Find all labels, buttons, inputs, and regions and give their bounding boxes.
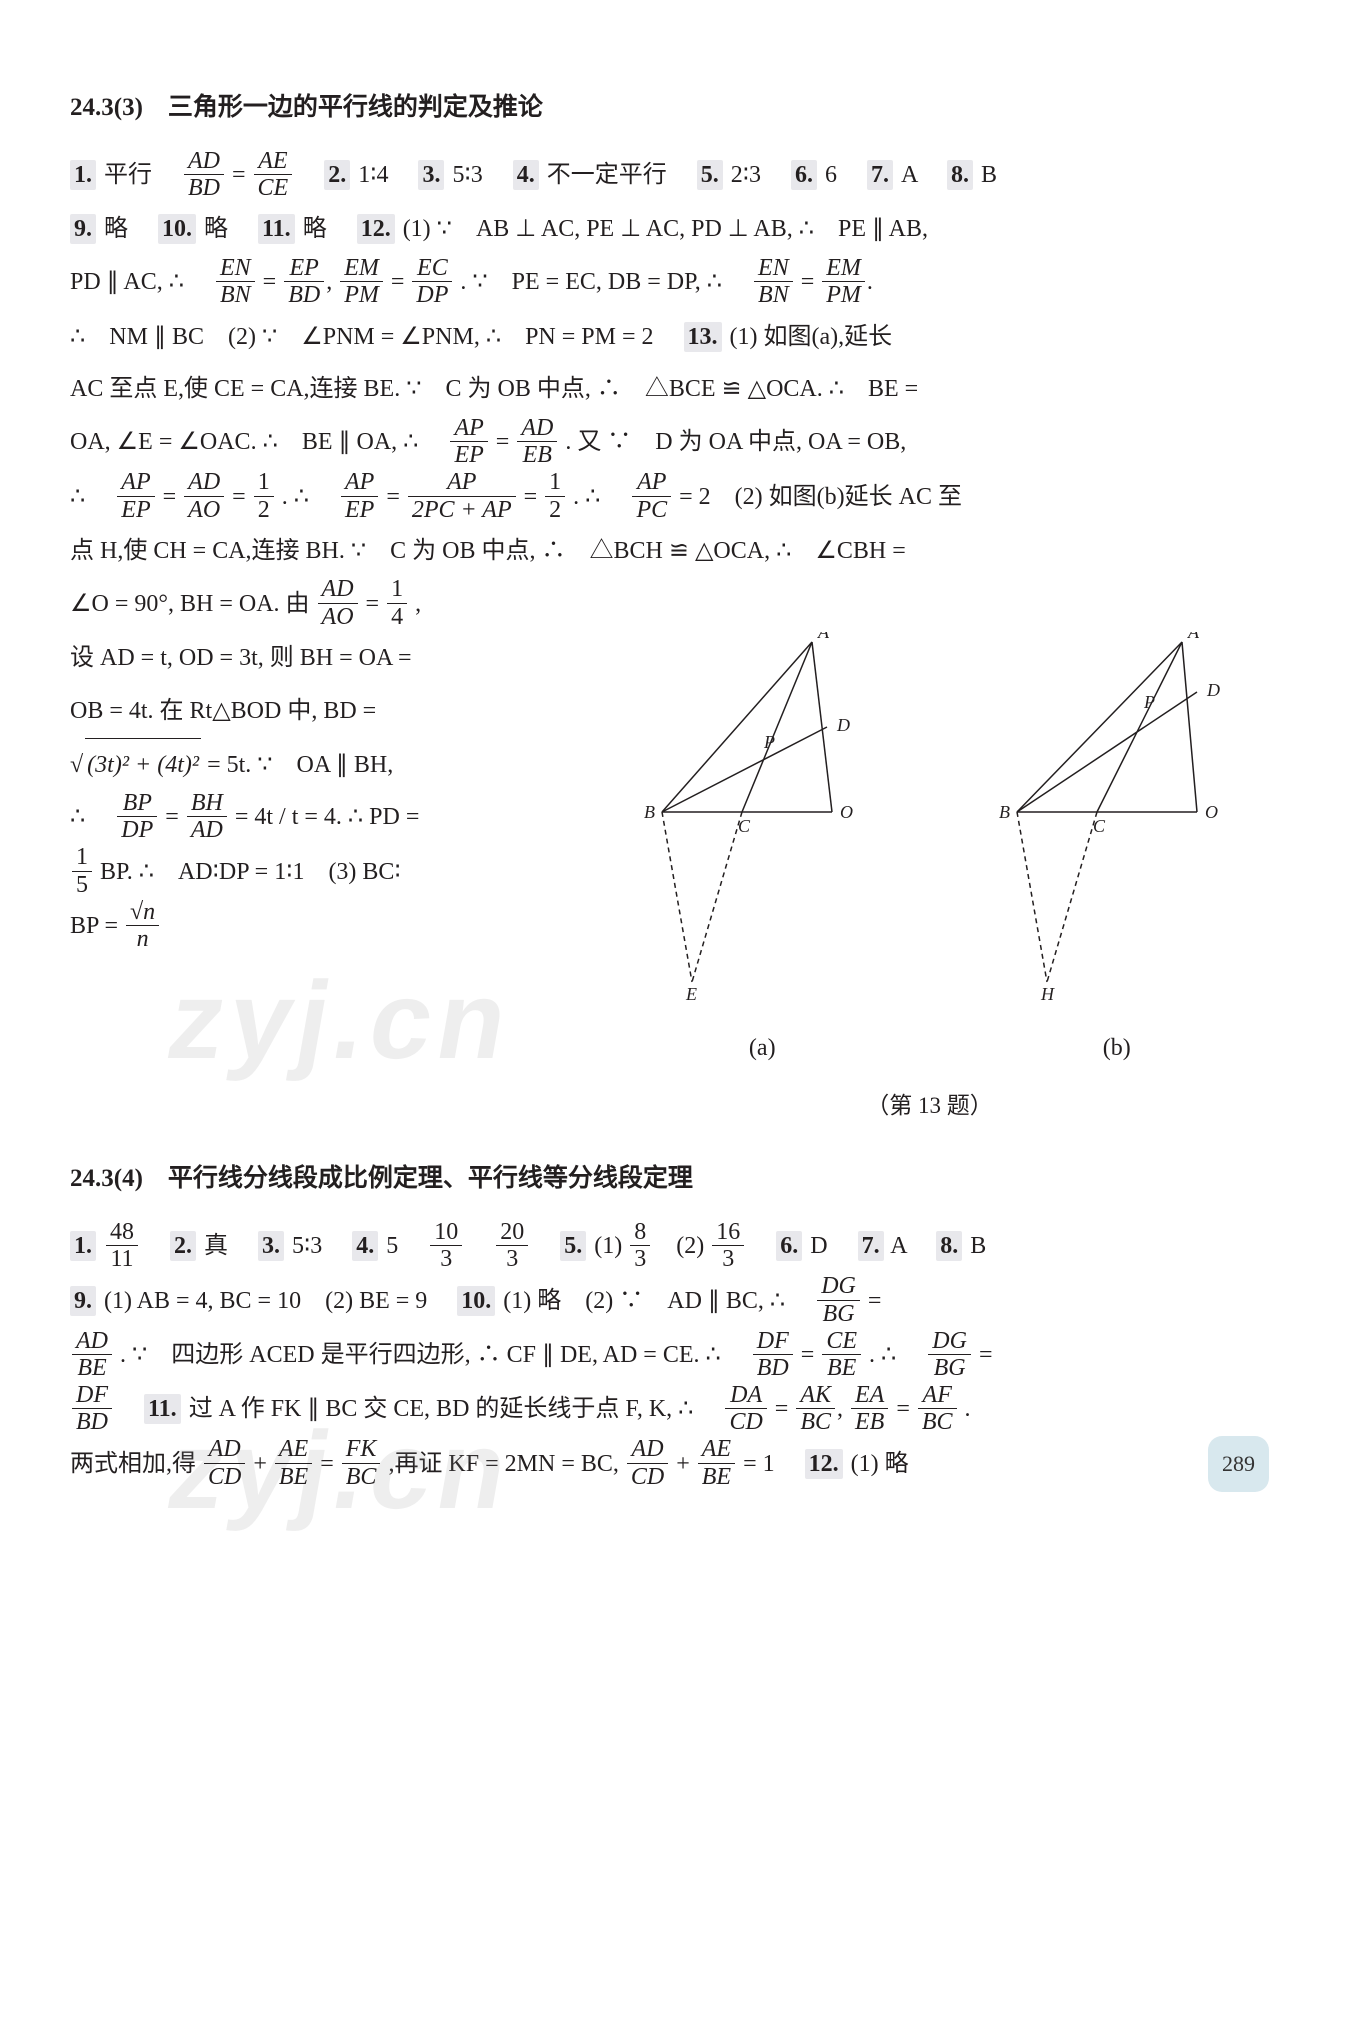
qnum: 7. [858, 1231, 884, 1261]
fraction: DACD [725, 1382, 766, 1436]
fraction: ADAO [318, 576, 358, 630]
svg-text:O: O [1205, 802, 1218, 822]
qnum: 7. [867, 160, 893, 190]
fraction: EMPM [340, 255, 383, 309]
svg-text:P: P [763, 732, 775, 752]
fraction: AEBE [698, 1436, 735, 1490]
fraction: 203 [496, 1219, 528, 1273]
fraction: FKBC [342, 1436, 381, 1490]
page-number: 289 [1208, 1436, 1269, 1492]
fraction: DGBG [817, 1273, 860, 1327]
qnum: 2. [324, 160, 350, 190]
fraction: APEP [450, 415, 487, 469]
figure-caption: （第 13 题） [570, 1081, 1289, 1132]
fraction: DFBD [753, 1328, 793, 1382]
fraction: 14 [387, 576, 407, 630]
fraction: ADCD [627, 1436, 668, 1490]
fraction: ECDP [412, 255, 452, 309]
section-heading: 24.3(4) 平行线分线段成比例定理、平行线等分线段定理 [70, 1151, 1289, 1206]
fraction: AFBC [918, 1382, 957, 1436]
svg-text:P: P [1143, 692, 1155, 712]
svg-text:D: D [836, 715, 850, 735]
qnum: 10. [158, 214, 196, 244]
qnum: 2. [170, 1231, 196, 1261]
svg-text:B: B [999, 802, 1010, 822]
svg-text:A: A [817, 632, 830, 642]
svg-text:C: C [1093, 816, 1106, 836]
fraction: ENBN [216, 255, 255, 309]
fraction: APEP [341, 469, 378, 523]
fraction: EPBD [284, 255, 324, 309]
fraction: APPC [632, 469, 671, 523]
fraction: ADBE [72, 1328, 112, 1382]
svg-text:D: D [1206, 680, 1220, 700]
fraction: ADEB [517, 415, 557, 469]
svg-text:H: H [1040, 984, 1055, 1002]
subcaption: (a) [590, 1022, 935, 1075]
qnum: 1. [70, 1231, 96, 1261]
answers-left-column: 设 AD = t, OD = 3t, 则 BH = OA = OB = 4t. … [70, 632, 570, 955]
fraction: 4811 [106, 1219, 138, 1273]
fraction: BHAD [187, 790, 227, 844]
svg-text:B: B [644, 802, 655, 822]
fraction: 15 [72, 844, 92, 898]
qnum: 9. [70, 214, 96, 244]
qnum: 13. [684, 322, 722, 352]
qnum: 10. [457, 1286, 495, 1316]
qnum: 11. [258, 214, 295, 244]
fraction: 12 [545, 469, 565, 523]
qnum: 8. [947, 160, 973, 190]
fraction: √nn [126, 899, 159, 953]
qnum: 1. [70, 160, 96, 190]
fraction: DGBG [928, 1328, 971, 1382]
qnum: 3. [258, 1231, 284, 1261]
fraction: AKBC [796, 1382, 835, 1436]
diagram-b: A B C O D P H [987, 632, 1247, 1002]
fraction: 163 [712, 1219, 744, 1273]
answers-block: 1. 4811 2. 真 3. 5∶3 4. 5 103 203 5. (1) … [70, 1220, 1289, 1492]
fraction: CEBE [822, 1328, 861, 1382]
svg-text:A: A [1187, 632, 1200, 642]
subcaption: (b) [945, 1022, 1290, 1075]
qnum: 4. [352, 1231, 378, 1261]
fraction: DFBD [72, 1382, 112, 1436]
fraction: ADCD [204, 1436, 245, 1490]
qnum: 3. [418, 160, 444, 190]
fraction: ADAO [184, 469, 224, 523]
qnum: 12. [357, 214, 395, 244]
svg-text:O: O [840, 802, 853, 822]
fraction: 83 [630, 1219, 650, 1273]
svg-text:E: E [685, 984, 697, 1002]
qnum: 5. [560, 1231, 586, 1261]
fraction: AECE [254, 148, 293, 202]
fraction: AEBE [275, 1436, 312, 1490]
qnum: 12. [805, 1449, 843, 1479]
fraction: ADBD [184, 148, 224, 202]
qnum: 6. [791, 160, 817, 190]
qnum: 5. [697, 160, 723, 190]
sqrt-icon [70, 752, 83, 778]
fraction: APEP [117, 469, 154, 523]
answer-text: 平行 [104, 162, 152, 188]
qnum: 6. [776, 1231, 802, 1261]
fraction: ENBN [754, 255, 793, 309]
qnum: 9. [70, 1286, 96, 1316]
fraction: EAEB [851, 1382, 888, 1436]
fraction: BPDP [117, 790, 157, 844]
answers-block: 1. 平行 ADBD = AECE 2. 1∶4 3. 5∶3 4. 不一定平行… [70, 149, 1289, 632]
qnum: 4. [513, 160, 539, 190]
section-heading: 24.3(3) 三角形一边的平行线的判定及推论 [70, 80, 1289, 135]
fraction: EMPM [822, 255, 865, 309]
qnum: 8. [936, 1231, 962, 1261]
fraction: 103 [430, 1219, 462, 1273]
fraction: AP2PC + AP [408, 469, 516, 523]
svg-text:C: C [738, 816, 751, 836]
diagram-a: A B C O D P E [632, 632, 892, 1002]
qnum: 11. [144, 1394, 181, 1424]
fraction: 12 [254, 469, 274, 523]
